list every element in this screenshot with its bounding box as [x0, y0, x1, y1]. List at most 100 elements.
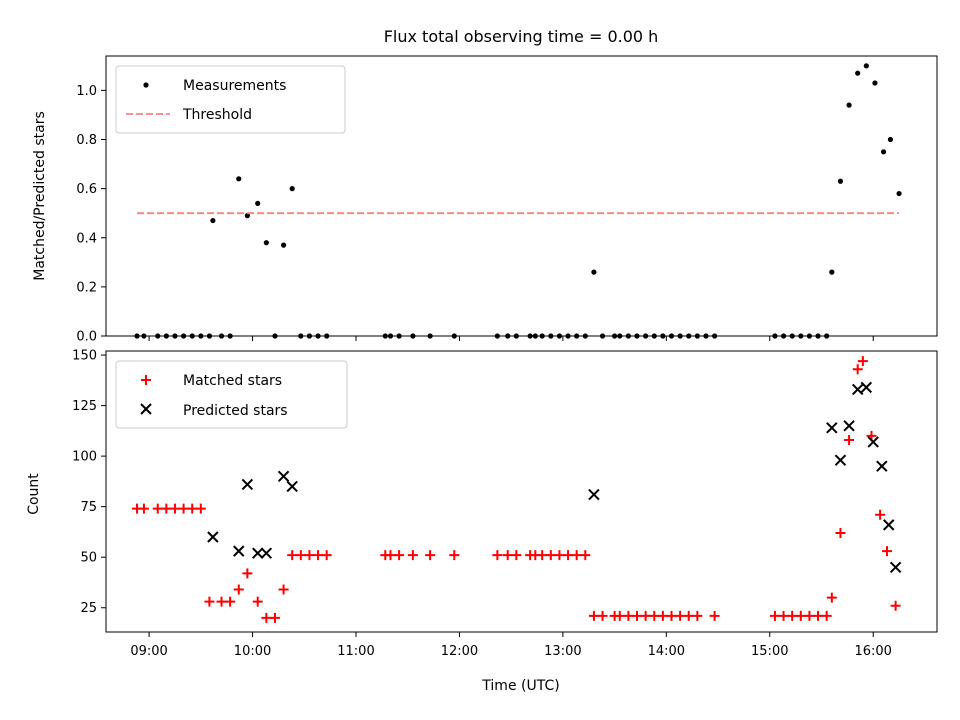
matched-stars-point	[709, 610, 720, 621]
matched-stars-point	[511, 550, 522, 561]
top-y-axis-label: Matched/Predicted stars	[32, 111, 48, 281]
measurements-point	[236, 176, 242, 182]
matched-stars-point	[178, 503, 189, 514]
measurements-point	[837, 178, 844, 184]
matched-stars-point	[269, 612, 280, 623]
matched-stars-point	[675, 610, 686, 621]
figure-title: Flux total observing time = 0.00 h	[384, 27, 659, 46]
matched-stars-point	[152, 503, 163, 514]
bottom-plot-area	[132, 356, 902, 623]
matched-stars-point	[821, 610, 832, 621]
matched-stars-point	[683, 610, 694, 621]
bottom-y-tick-label: 25	[80, 601, 97, 616]
matched-stars-point	[657, 610, 668, 621]
top-axes-frame	[105, 55, 938, 337]
x-axis-label: Time (UTC)	[481, 678, 559, 694]
predicted-stars-point	[883, 519, 895, 531]
top-y-tick-label: 0.6	[76, 182, 97, 197]
matched-stars-point	[649, 610, 660, 621]
matched-stars-point	[632, 610, 643, 621]
predicted-stars-point	[851, 383, 864, 396]
predicted-stars-point	[889, 561, 902, 574]
x-tick-label: 13:00	[544, 644, 581, 659]
matched-stars-point	[571, 550, 582, 561]
matched-stars-point	[425, 550, 436, 561]
measurements-point	[896, 190, 902, 197]
measurements-point	[255, 200, 261, 206]
matched-stars-point	[875, 509, 886, 520]
predicted-stars-point	[252, 547, 264, 559]
matched-stars-point	[242, 568, 253, 579]
bottom-panel: 25 50 75 100 125 150 09:00 10:00 11:00 12:00 13:0…	[26, 349, 938, 659]
predicted-stars-point	[860, 381, 873, 394]
matched-stars-point	[216, 596, 227, 607]
matched-stars-point	[187, 503, 198, 514]
matched-stars-point	[857, 356, 868, 367]
top-y-tick-label: 0.2	[76, 280, 97, 295]
matched-stars-point	[449, 550, 460, 561]
legend-predicted-label: Predicted stars	[183, 403, 288, 419]
bottom-y-tick-label: 100	[72, 450, 97, 465]
matched-stars-point	[597, 610, 608, 621]
x-tick-label: 15:00	[751, 644, 788, 659]
matched-stars-point	[826, 592, 837, 603]
matched-stars-point	[769, 610, 780, 621]
matched-stars-point	[385, 550, 396, 561]
predicted-stars-point	[241, 478, 254, 491]
bottom-legend-box	[115, 360, 348, 429]
legend-measurements-marker	[143, 82, 149, 88]
top-y-tick-label: 0.0	[76, 330, 97, 345]
measurements-point	[846, 102, 852, 108]
matched-stars-point	[588, 610, 599, 621]
matched-stars-point	[225, 596, 236, 607]
x-tick-label: 12:00	[441, 644, 478, 659]
measurements-point	[263, 240, 269, 246]
predicted-stars-point	[286, 480, 298, 493]
matched-stars-point	[545, 550, 556, 561]
legend-measurements-label: Measurements	[183, 78, 286, 94]
matched-stars-point	[169, 503, 180, 514]
matched-stars-point	[407, 550, 418, 561]
matched-stars-point	[778, 610, 789, 621]
matched-stars-point	[844, 434, 855, 445]
measurements-point	[244, 213, 250, 219]
measurements-point	[210, 217, 216, 224]
matched-stars-point	[580, 550, 591, 561]
measurements-point	[887, 136, 894, 143]
predicted-stars-point	[834, 454, 847, 466]
matched-stars-point	[321, 550, 332, 561]
matched-stars-point	[813, 610, 824, 621]
x-tick-label: 14:00	[648, 644, 685, 659]
measurements-point	[880, 149, 887, 155]
matched-stars-point	[304, 550, 315, 561]
matched-stars-point	[623, 610, 634, 621]
top-legend-box	[115, 65, 346, 134]
x-tick-label: 10:00	[234, 644, 271, 659]
top-legend: Measurements Threshold	[115, 65, 346, 134]
predicted-stars-point	[207, 531, 219, 543]
predicted-stars-point	[277, 470, 290, 483]
predicted-stars-point	[843, 420, 855, 432]
matched-stars-point	[204, 596, 215, 607]
measurements-point	[829, 269, 835, 275]
matched-stars-point	[252, 596, 263, 607]
bottom-y-tick-label: 125	[72, 399, 97, 414]
top-y-tick-label: 1.0	[76, 84, 97, 99]
matched-stars-point	[852, 364, 863, 375]
bottom-x-ticks: 09:00 10:00 11:00 12:00 13:00 14:00 15:00 16:00	[130, 632, 892, 659]
matched-stars-point	[287, 550, 298, 561]
x-tick-label: 16:00	[854, 644, 891, 659]
measurements-point	[289, 186, 295, 192]
legend-threshold-label: Threshold	[182, 107, 252, 123]
matched-stars-point	[640, 610, 651, 621]
matched-stars-point	[795, 610, 806, 621]
matched-stars-point	[295, 550, 306, 561]
measurements-point	[280, 242, 287, 248]
predicted-stars-point	[826, 422, 838, 434]
matched-stars-point	[882, 546, 893, 557]
matched-stars-point	[890, 600, 901, 611]
top-x-ticks	[148, 336, 874, 341]
matched-stars-point	[394, 550, 405, 561]
matched-stars-point	[161, 503, 172, 514]
